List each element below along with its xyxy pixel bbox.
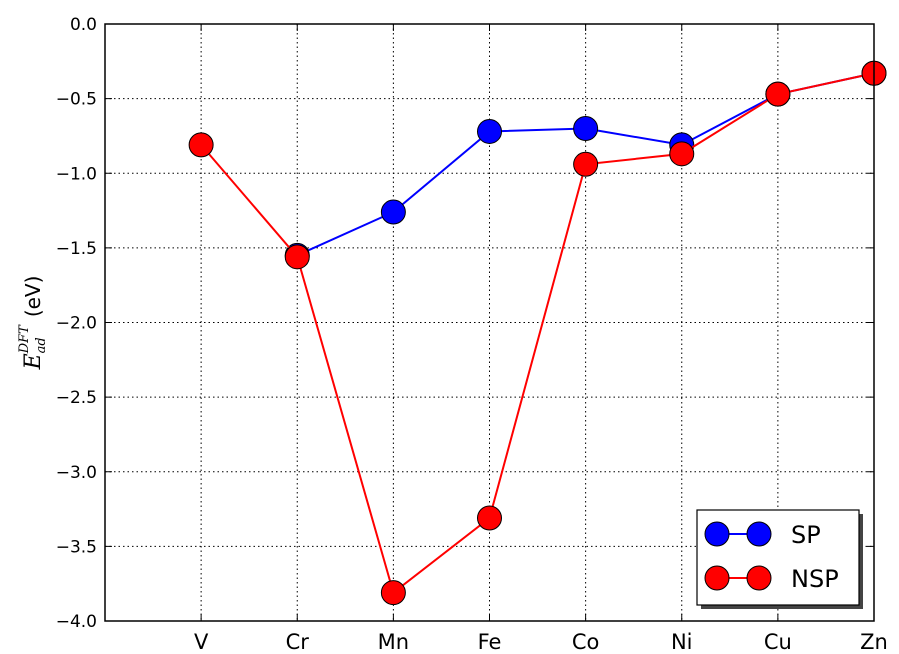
y-tick-label: −2.0 [56, 314, 97, 334]
legend-item-nsp: NSP [704, 565, 839, 593]
x-tick-label: V [194, 630, 209, 654]
y-tick-label: −0.5 [56, 90, 97, 110]
series-layer [188, 60, 887, 606]
data-point-sp [380, 199, 406, 225]
y-label-superscript: DFT [17, 324, 32, 354]
y-tick-label: −1.5 [56, 239, 97, 259]
ticks [105, 23, 875, 622]
data-point-nsp [380, 580, 406, 606]
x-tick-labels: V Cr Mn Fe Co Ni Cu Zn [194, 630, 888, 654]
data-point-sp [477, 118, 502, 144]
y-label-unit: (eV) [21, 276, 45, 318]
x-tick-label: Cr [286, 630, 310, 654]
legend-marker [704, 565, 730, 591]
data-point-nsp [669, 141, 695, 167]
data-point-nsp [284, 244, 310, 270]
y-tick-label: −3.5 [56, 537, 97, 557]
legend-marker [704, 521, 730, 547]
x-tick-label: Cu [764, 630, 792, 654]
legend-item-sp: SP [704, 521, 821, 549]
y-label-subscript: ad [34, 337, 49, 353]
y-tick-label: −1.0 [56, 164, 97, 184]
data-point-nsp [188, 132, 214, 158]
y-tick-label: −2.5 [56, 388, 97, 408]
legend-label: SP [791, 521, 821, 549]
data-point-nsp [573, 151, 599, 177]
y-tick-label: 0.0 [70, 15, 97, 35]
data-point-nsp [477, 505, 502, 531]
y-tick-label: −4.0 [56, 612, 97, 632]
legend-label: NSP [791, 565, 839, 593]
y-tick-label: −3.0 [56, 463, 97, 483]
legend: SP NSP [696, 509, 863, 609]
legend-marker [746, 565, 772, 591]
y-tick-labels: 0.0 −0.5 −1.0 −1.5 −2.0 −2.5 −3.0 −3.5 −4.0 [56, 15, 97, 632]
x-tick-label: Fe [478, 630, 502, 654]
data-point-nsp [765, 81, 791, 107]
series-nsp [188, 60, 887, 606]
x-tick-label: Ni [671, 630, 693, 654]
x-tick-label: Zn [860, 630, 888, 654]
data-point-sp [573, 115, 599, 141]
series-line-nsp [200, 72, 875, 595]
x-tick-label: Mn [378, 630, 409, 654]
y-axis-label: EadDFT (eV) [17, 276, 49, 371]
x-tick-label: Co [572, 630, 600, 654]
legend-marker [746, 521, 772, 547]
y-label-symbol: E [21, 353, 46, 370]
